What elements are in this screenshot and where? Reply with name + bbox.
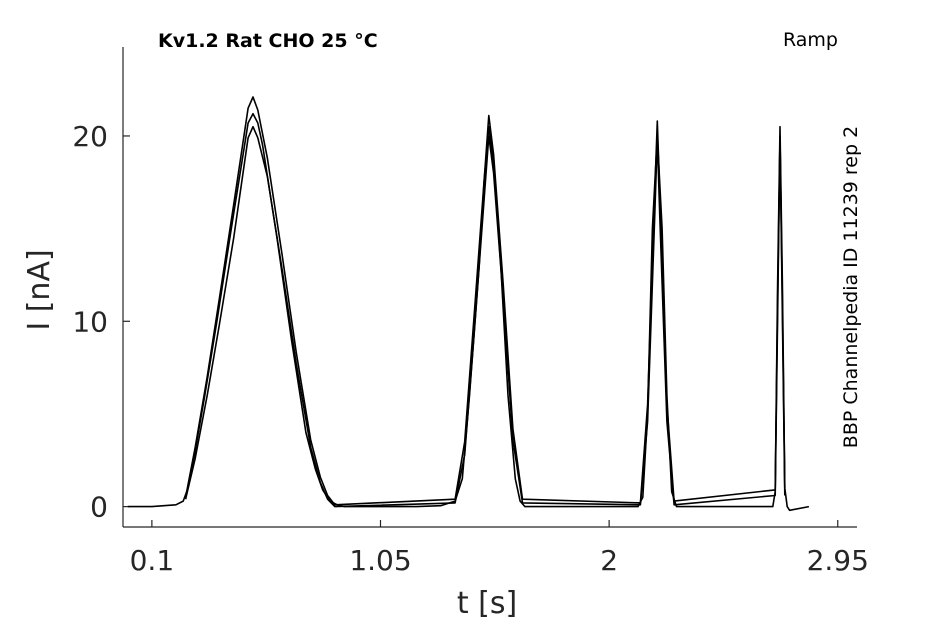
x-tick-label: 2.95 <box>807 544 869 577</box>
y-axis-ticks: 0 10 20 <box>72 120 130 524</box>
plot-area <box>127 96 810 512</box>
x-tick-label: 0.1 <box>130 544 175 577</box>
x-axis-ticks: 0.1 1.05 2 2.95 <box>130 520 869 577</box>
x-axis-label: t [s] <box>457 586 517 621</box>
y-tick-label: 0 <box>90 491 108 524</box>
protocol-label: Ramp <box>783 29 838 51</box>
y-tick-label: 20 <box>72 120 108 153</box>
side-annotation: BBP Channelpedia ID 11239 rep 2 <box>840 126 862 448</box>
y-tick-label: 10 <box>72 305 108 338</box>
trace-line-1 <box>127 112 810 512</box>
x-tick-label: 2 <box>600 544 618 577</box>
trace-line-3 <box>184 125 786 508</box>
trace-line-2 <box>184 96 786 506</box>
chart-title: Kv1.2 Rat CHO 25 °C <box>158 30 378 52</box>
y-axis-label: I [nA] <box>22 249 57 330</box>
x-tick-label: 1.05 <box>349 544 411 577</box>
